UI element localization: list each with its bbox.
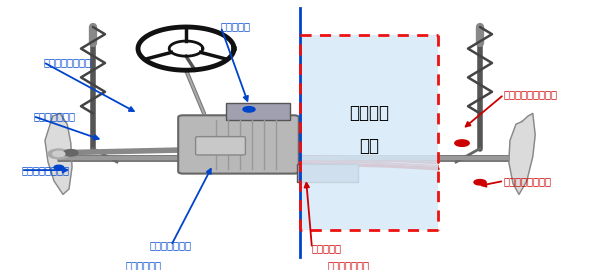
Circle shape xyxy=(474,180,486,185)
Text: 利用可能: 利用可能 xyxy=(349,104,389,122)
Circle shape xyxy=(182,147,196,153)
Text: モータ＋減速機: モータ＋減速機 xyxy=(150,240,192,250)
Text: ドライブシャフト: ドライブシャフト xyxy=(43,57,91,67)
Text: １モータ部位: １モータ部位 xyxy=(126,260,162,270)
Circle shape xyxy=(48,149,70,159)
Circle shape xyxy=(455,140,469,146)
Text: ハブベアリング: ハブベアリング xyxy=(33,111,75,121)
Text: インバータ: インバータ xyxy=(221,22,251,32)
Circle shape xyxy=(54,165,64,170)
FancyBboxPatch shape xyxy=(196,137,245,155)
Circle shape xyxy=(243,107,255,112)
FancyBboxPatch shape xyxy=(178,115,299,174)
Text: インバータ: インバータ xyxy=(312,243,342,253)
Bar xyxy=(300,35,438,230)
Polygon shape xyxy=(45,113,72,194)
Text: ブレーキディスク: ブレーキディスク xyxy=(504,176,552,186)
FancyBboxPatch shape xyxy=(226,103,290,120)
Text: ブレーキディスク: ブレーキディスク xyxy=(21,165,69,175)
FancyBboxPatch shape xyxy=(297,164,358,182)
Text: インホイールモータ: インホイールモータ xyxy=(504,89,558,100)
Text: 空間: 空間 xyxy=(359,137,379,155)
Polygon shape xyxy=(509,113,535,194)
Circle shape xyxy=(64,150,78,156)
Circle shape xyxy=(53,151,65,157)
Text: ＩＷＭ駆動部位: ＩＷＭ駆動部位 xyxy=(327,260,369,270)
